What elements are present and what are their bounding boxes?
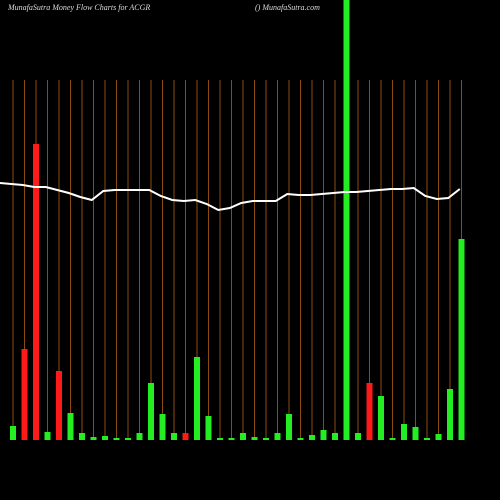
bar <box>228 438 235 440</box>
bar <box>182 433 189 440</box>
bar <box>447 389 453 440</box>
bar <box>320 430 327 440</box>
bar <box>389 438 396 440</box>
bar <box>21 349 28 440</box>
bar <box>332 433 338 440</box>
bar <box>136 433 143 440</box>
trend-line <box>0 182 461 212</box>
bar <box>366 383 373 440</box>
bar <box>90 437 97 440</box>
bar <box>148 383 154 440</box>
bar <box>274 433 281 440</box>
bar <box>205 416 212 440</box>
bar <box>343 0 350 440</box>
bar <box>263 438 269 440</box>
bar <box>435 434 442 440</box>
bar <box>10 426 16 440</box>
bar <box>240 433 246 440</box>
bar <box>458 239 465 440</box>
bar <box>113 438 120 440</box>
bar <box>355 433 361 440</box>
bar <box>102 436 108 440</box>
bar <box>424 438 430 440</box>
bar <box>159 414 166 440</box>
bar <box>194 357 200 440</box>
bar <box>44 432 51 440</box>
bar <box>33 144 39 440</box>
chart-title: MunafaSutra Money Flow Charts for ACGR <box>7 3 150 12</box>
bar <box>412 427 419 440</box>
bar <box>401 424 407 440</box>
bar <box>56 371 62 440</box>
bar <box>251 437 258 440</box>
chart-subtitle: () MunafaSutra.com <box>255 3 320 12</box>
bar <box>378 396 384 440</box>
bar <box>309 435 315 440</box>
bar <box>67 413 74 440</box>
bar <box>171 433 177 440</box>
bar <box>297 438 304 440</box>
bar <box>217 438 223 440</box>
bar <box>125 438 131 440</box>
bar <box>286 414 292 440</box>
bar <box>79 433 85 440</box>
